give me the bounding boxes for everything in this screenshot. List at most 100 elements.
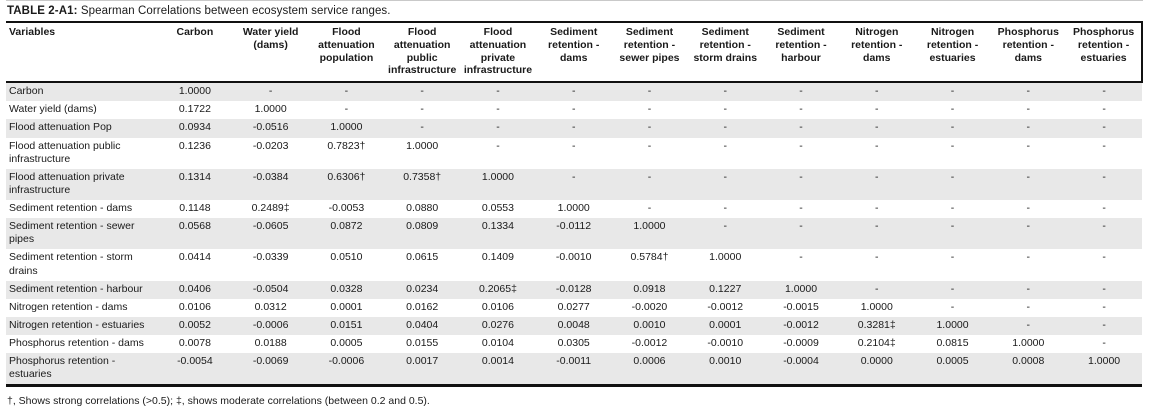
correlation-cell: - [799,220,803,233]
correlation-cell: -0.0339 [252,251,289,264]
correlation-cell: 0.0106 [178,300,211,313]
correlation-cell: 0.0510 [330,251,363,264]
row-label: Water yield (dams) [9,103,97,116]
correlation-cell: 0.1334 [481,220,514,233]
correlation-cell: -0.0605 [252,220,289,233]
correlation-cell: - [496,139,500,152]
correlation-cell: -0.0010 [707,337,744,350]
correlation-cell: - [1026,202,1031,215]
correlation-cell: - [723,220,727,233]
correlation-cell: - [1026,85,1031,98]
correlation-cell: - [723,103,727,116]
table-row: Sediment retention - storm drains 0.0414 -… [6,249,1142,280]
table-row: Carbon 1.0000 - - - - - - - - - - - - [6,82,1142,102]
column-header: Nitrogen retention - estuaries [914,22,991,84]
column-header: Flood attenuation public infrastructure [384,22,461,84]
correlation-cell: - [723,202,727,215]
correlation-table: Variables Carbon Water yield (dams) Flood a… [6,21,1143,388]
column-header: Nitrogen retention - dams [838,22,915,84]
correlation-cell: 0.0880 [406,202,439,215]
correlation-cell: 1.0000 [557,202,590,215]
column-header: Flood attenuation private infrastructure [460,22,536,84]
correlation-cell: - [1026,220,1031,233]
correlation-cell: - [1102,121,1106,134]
row-label: Flood attenuation private infrastructure [9,170,125,196]
correlation-cell: - [647,85,652,98]
correlation-cell: - [799,121,803,134]
correlation-cell: 0.0328 [330,282,363,295]
correlation-cell: - [1026,103,1031,116]
table-row: Flood attenuation Pop 0.0934 -0.0516 1.0000… [6,119,1142,138]
correlation-cell: - [875,85,879,98]
correlation-cell: - [420,103,424,116]
correlation-cell: - [723,85,727,98]
correlation-cell: 0.1722 [178,103,211,116]
table-title-label: TABLE 2-A1: [7,5,78,17]
correlation-cell: -0.0009 [783,337,819,350]
correlation-cell: -0.0128 [555,282,592,295]
correlation-cell: - [799,85,803,98]
column-header: Phosphorus retention - estuaries [1066,22,1143,84]
correlation-cell: - [420,121,424,134]
correlation-cell: 0.0809 [406,220,439,233]
table-row: Sediment retention - sewer pipes 0.0568 -0… [6,218,1142,250]
correlation-cell: 0.0815 [936,337,969,350]
correlation-cell: 1.0000 [860,300,893,313]
table-row: Flood attenuation public infrastructure 0… [6,138,1142,169]
correlation-cell: - [950,170,955,183]
correlation-cell: - [647,103,652,116]
correlation-cell: - [1026,139,1031,152]
table-row: Phosphorus retention - estuaries -0.0054 -… [6,353,1142,386]
correlation-cell: 1.0000 [481,170,514,183]
correlation-cell: 0.0006 [633,355,666,368]
correlation-cell: - [875,121,879,134]
top-divider [6,0,1143,1]
correlation-cell: - [1102,300,1106,313]
row-label: Sediment retention - harbour [9,282,143,295]
header-row: Variables Carbon Water yield (dams) Flood a… [6,22,1143,84]
correlation-cell: 0.2104‡ [857,337,896,350]
correlation-cell: 0.5784† [630,251,669,264]
column-header: Sediment retention - storm drains [687,22,764,84]
table-row: Sediment retention - harbour 0.0406 -0.050… [6,280,1142,299]
row-label: Carbon [9,85,44,98]
correlation-cell: -0.0011 [556,355,592,368]
correlation-cell: 0.0005 [936,355,969,368]
column-header: Sediment retention - harbour [763,22,839,84]
column-header-variables: Variables [6,22,157,84]
correlation-cell: -0.0069 [252,355,289,368]
correlation-cell: - [1102,139,1106,152]
column-header: Water yield (dams) [232,22,309,84]
correlation-cell: 0.0305 [557,337,590,350]
correlation-cell: 0.0155 [406,337,439,350]
correlation-cell: - [1026,300,1031,313]
correlation-cell: - [799,202,803,215]
correlation-cell: 1.0000 [1012,337,1045,350]
correlation-cell: - [1102,220,1106,233]
correlation-cell: 0.0406 [178,282,211,295]
correlation-cell: 0.0615 [406,251,439,264]
correlation-cell: 0.0017 [406,355,439,368]
correlation-cell: -0.0020 [631,300,668,313]
correlation-cell: - [496,103,500,116]
table-title-text: Spearman Correlations between ecosystem … [77,5,391,17]
table-row: Sediment retention - dams 0.1148 0.2489‡ -0… [6,200,1142,218]
correlation-cell: -0.0012 [707,300,744,313]
row-label: Phosphorus retention - dams [9,337,144,350]
table-row: Nitrogen retention - estuaries 0.0052 -0.0… [6,316,1142,336]
correlation-cell: -0.0004 [783,355,819,368]
correlation-cell: 0.0188 [254,337,287,350]
correlation-cell: - [420,85,424,98]
column-header: Phosphorus retention - dams [990,22,1067,84]
correlation-cell: -0.0012 [783,318,819,331]
correlation-cell: - [950,202,955,215]
correlation-cell: 0.0001 [709,318,742,331]
correlation-cell: -0.0203 [252,139,289,152]
correlation-cell: 1.0000 [178,85,211,98]
correlation-cell: - [647,139,652,152]
correlation-cell: - [571,139,576,152]
row-label: Sediment retention - storm drains [9,251,133,277]
correlation-cell: 0.0553 [481,202,514,215]
correlation-cell: - [1026,121,1031,134]
correlation-cell: 1.0000 [709,251,742,264]
